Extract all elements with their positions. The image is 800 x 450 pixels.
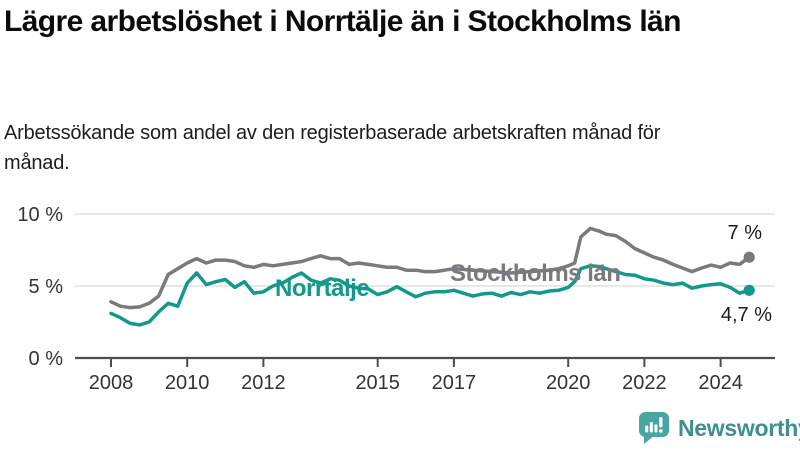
end-value-label-norrt-lje: 4,7 % xyxy=(721,304,772,326)
series-line-norrt-lje xyxy=(109,264,751,327)
end-value-label-stockholms-l-n: 7 % xyxy=(728,222,763,244)
x-tick-label-2012: 2012 xyxy=(241,372,286,394)
y-tick-label-0: 0 % xyxy=(29,348,64,370)
newsworthy-icon xyxy=(639,412,669,444)
newsworthy-logo: Newsworthy xyxy=(638,411,800,445)
y-tick-label-5: 5 % xyxy=(29,276,64,298)
newsworthy-wordmark: Newsworthy xyxy=(678,414,800,441)
series-end-dot-stockholms-l-n xyxy=(743,251,755,263)
series-line-stockholms-l-n xyxy=(109,226,751,310)
x-tick-label-2010: 2010 xyxy=(165,372,210,394)
series-end-dot-norrt-lje xyxy=(743,284,755,296)
x-tick-label-2024: 2024 xyxy=(698,372,743,394)
y-tick-label-10: 10 % xyxy=(17,204,63,226)
x-tick-label-2017: 2017 xyxy=(432,372,477,394)
x-tick-label-2008: 2008 xyxy=(89,372,134,394)
x-tick-label-2022: 2022 xyxy=(622,372,667,394)
page-title: Lägre arbetslöshet i Norrtälje än i Stoc… xyxy=(4,5,681,38)
series-label-norrt-lje: Norrtälje xyxy=(275,275,369,302)
x-tick-label-2015: 2015 xyxy=(355,372,400,394)
x-tick-label-2020: 2020 xyxy=(546,372,591,394)
series-label-stockholms-l-n: Stockholms län xyxy=(450,260,620,287)
chart-subtitle: Arbetssökande som andel av den registerb… xyxy=(4,122,661,174)
